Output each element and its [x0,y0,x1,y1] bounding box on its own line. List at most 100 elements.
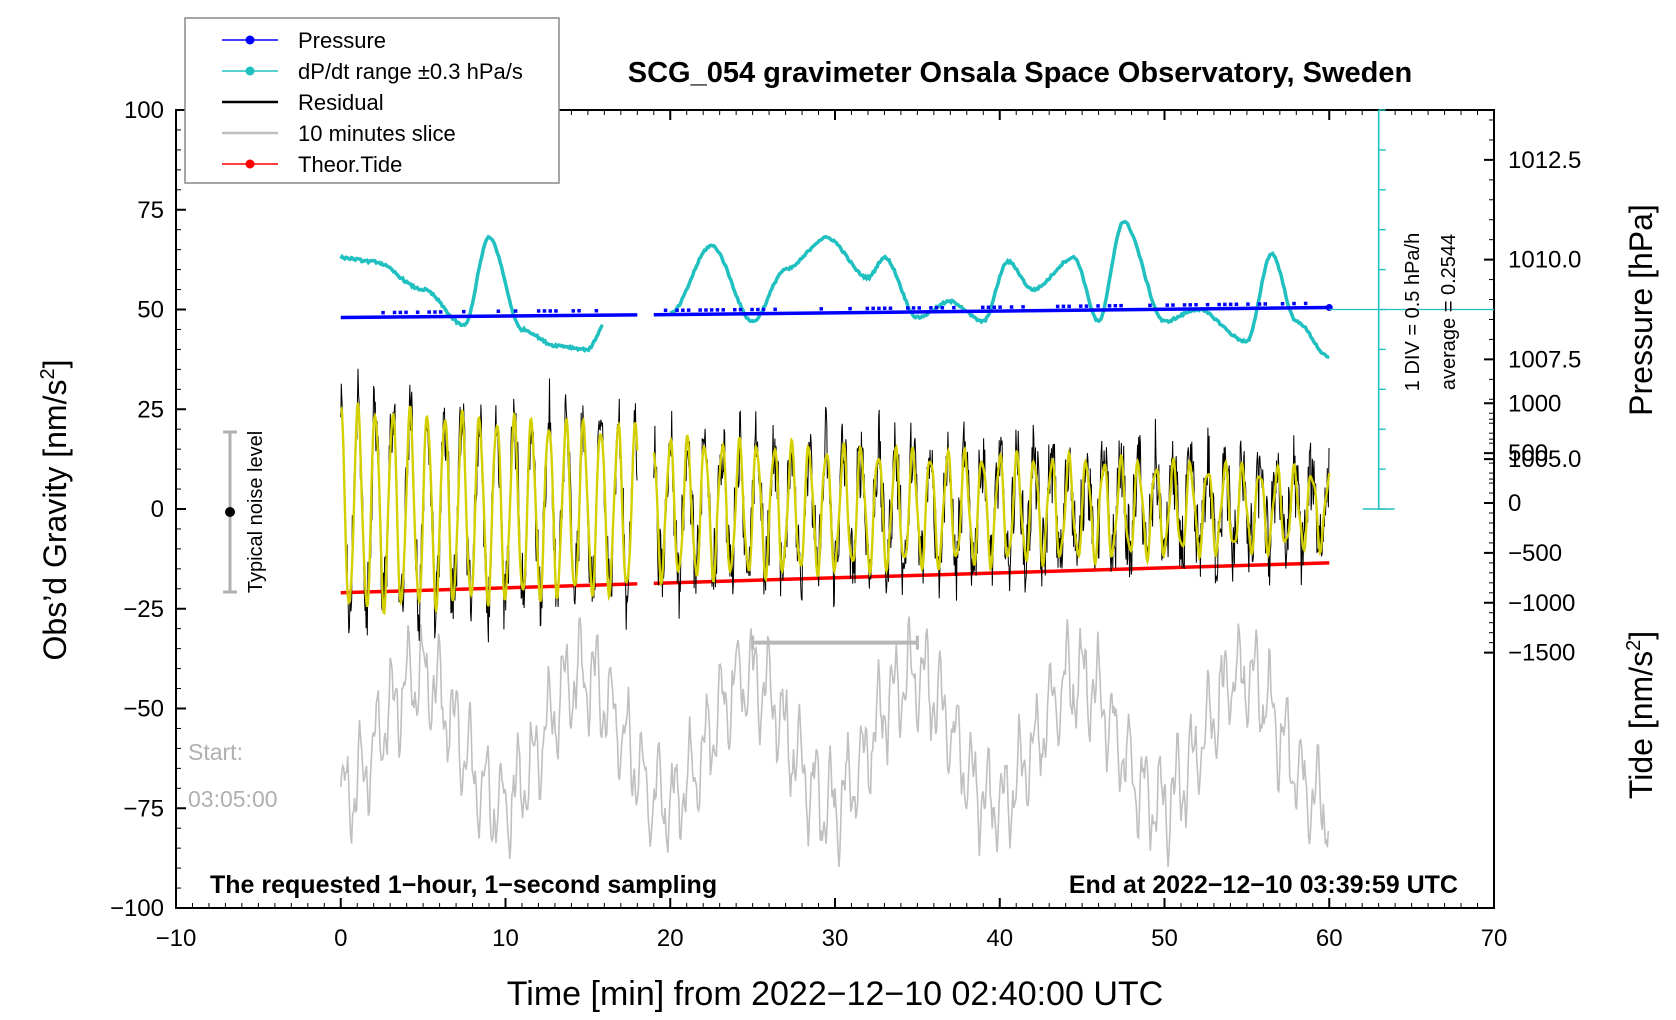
pressure-step-marker [733,308,737,312]
pressure-step-marker [1165,303,1169,307]
pressure-step-marker [542,309,547,313]
pressure-step-marker [911,306,916,310]
x-tick-label: 70 [1481,925,1508,952]
bottom-left-note: The requested 1−hour, 1−second sampling [210,871,717,899]
pressure-step-marker [675,308,679,312]
pressure-step-marker [1303,301,1308,306]
average-label: average = 0.2544 [1438,234,1460,390]
y-tick-label: −75 [123,795,164,822]
x-tick-label: −10 [156,925,197,952]
pressure-step-marker [1113,304,1118,308]
dpdt-series [339,219,1330,359]
x-tick-label: 0 [334,925,347,952]
pressure-step-marker [888,306,893,310]
pressure-step-marker [940,306,945,310]
y-axis-label-left: Obs’d Gravity [nm/s2] [37,360,73,661]
slice-range-bar [751,635,919,650]
dpdt-line [339,234,604,354]
noise-level-indicator [223,430,237,594]
pressure-step-marker [1067,304,1071,309]
pressure-step-marker [848,306,852,311]
pressure-step-marker [462,309,466,314]
pressure-step-marker [1096,304,1100,308]
pressure-step-marker [871,306,875,311]
bottom-right-note: End at 2022−12−10 03:39:59 UTC [1069,871,1458,899]
dpdt-line [669,219,1330,359]
scale-label: 1 DIV = 0.5 hPa/h [1402,233,1424,391]
y-axis-label-pressure: Pressure [hPa] [1623,204,1659,416]
y-tick-label: −50 [123,696,164,723]
pressure-step-marker [686,308,691,312]
pressure-step-marker [554,309,558,313]
pressure-step-marker [1055,304,1060,309]
dpdt-scale-bar [1329,109,1494,510]
pressure-step-marker [715,308,720,312]
y-tick-label: 25 [137,396,164,423]
x-tick-label: 60 [1316,925,1343,952]
pressure-step-marker [906,306,910,310]
pressure-step-marker [548,309,552,313]
pressure-series [340,301,1333,320]
pressure-step-marker [1119,303,1123,308]
tide-tick-label: 500 [1508,440,1548,467]
pressure-step-marker [819,307,823,311]
tide-tick-label: −1000 [1508,590,1575,617]
pressure-line [340,313,638,320]
y-tick-label: 0 [151,496,164,523]
pressure-step-marker [738,307,743,312]
pressure-step-marker [571,309,575,313]
x-tick-label: 10 [492,925,519,952]
pressure-step-marker [1205,302,1210,307]
slice-line [340,616,1330,868]
legend-box [184,17,560,184]
pressure-step-marker [496,309,501,313]
pressure-step-marker [1257,302,1262,306]
pressure-step-marker [981,305,985,310]
legend: Pressure dP/dt range ±0.3 hPa/s Residual 10… [184,17,560,184]
pressure-step-marker [594,309,599,313]
x-tick-label: 30 [822,925,849,952]
pressure-step-marker [917,306,921,310]
pressure-tick-label: 1012.5 [1508,147,1581,174]
pressure-step-marker [761,307,766,312]
y-tick-label: 100 [124,97,164,124]
pressure-step-marker [934,306,939,310]
pressure-step-marker [1223,302,1227,307]
pressure-step-marker [1107,304,1112,308]
pressure-step-marker [427,310,431,314]
pressure-step-marker [992,305,996,309]
pressure-step-marker [1009,305,1014,309]
pressure-step-marker [438,310,443,314]
pressure-step-marker [381,310,385,315]
y-axis-ticks: 100 75 50 25 0 −25 −50 −75 −100 [110,97,186,922]
x-tick-label: 40 [986,925,1013,952]
pressure-step-marker [536,309,541,313]
pressure-step-marker [709,308,714,312]
smoothed-residual-line [339,402,639,616]
pressure-step-marker [1171,303,1175,307]
y-tick-label: −25 [123,596,164,623]
tide-axis-ticks: 1000 500 0 −500 −1000 −1500 [1484,390,1575,667]
legend-label: dP/dt range ±0.3 hPa/s [298,59,523,84]
pressure-step-marker [704,308,708,312]
start-label: Start: [188,739,243,765]
pressure-step-marker [415,310,420,314]
pressure-tick-label: 1007.5 [1508,346,1581,373]
pressure-tick-label: 1005.0 [1508,446,1581,473]
legend-label: Pressure [298,28,386,53]
pressure-step-marker [433,310,437,314]
pressure-step-marker [1194,303,1198,307]
residual-line [653,406,1330,619]
pressure-step-marker [929,306,933,310]
pressure-step-marker [1021,305,1025,309]
noise-level-label: Typical noise level [245,431,267,593]
chart-title: SCG_054 gravimeter Onsala Space Observat… [628,57,1412,89]
pressure-step-marker [986,305,991,309]
smoothed-residual-line [652,434,1331,587]
legend-swatch-dot [245,66,255,76]
pressure-step-marker [1079,304,1083,308]
x-axis-ticks: −10 0 10 20 30 40 50 60 70 [156,110,1508,952]
pressure-step-marker [1182,303,1187,307]
x-tick-label: 20 [657,925,684,952]
pressure-step-marker [1084,304,1089,308]
